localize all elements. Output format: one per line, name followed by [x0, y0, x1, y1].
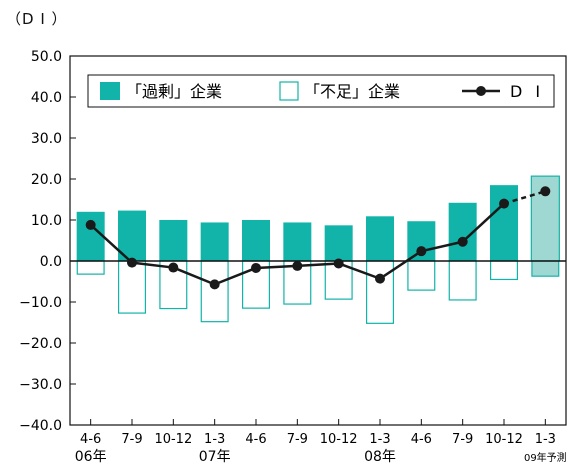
shortage-bar [448, 260, 477, 301]
y-tick-label: 50.0 [31, 49, 62, 65]
x-tick-label: 1-3 [535, 432, 556, 447]
legend-surplus-swatch [100, 82, 120, 100]
x-tick-label: 1-3 [204, 432, 225, 447]
x-year-label: 08年 [364, 449, 396, 465]
di-point [292, 260, 303, 271]
surplus-bar [490, 185, 518, 261]
surplus-bar [324, 225, 353, 261]
x-tick-label: 4-6 [411, 432, 432, 447]
di-point [499, 198, 509, 209]
y-tick-label: 40.0 [31, 90, 62, 106]
legend-surplus-label: 「過剰」企業 [126, 82, 222, 101]
y-tick-label: 30.0 [31, 131, 62, 147]
x-tick-label: 4-6 [80, 432, 101, 447]
y-tick-label: 10.0 [31, 213, 62, 229]
di-point [457, 236, 468, 247]
di-line-segment [172, 266, 216, 286]
x-year-label: 07年 [199, 449, 231, 465]
di-line-segment [131, 261, 174, 269]
x-tick-label: 10-12 [320, 432, 358, 447]
x-tick-label: 10-12 [485, 432, 523, 447]
surplus-bar [200, 222, 229, 261]
di-line-segment [338, 262, 381, 280]
surplus-bar [159, 220, 188, 261]
x-tick-label: 1-3 [369, 432, 390, 447]
di-line-segment [379, 250, 423, 280]
y-axis-unit-label: （D I ） [6, 10, 68, 28]
y-tick-label: 0.0 [40, 254, 62, 270]
shortage-bar [366, 260, 395, 324]
surplus-bar [283, 222, 312, 261]
di-point [209, 279, 220, 290]
shortage-bar [76, 260, 105, 275]
di-point [333, 258, 344, 269]
y-tick-label: 20.0 [31, 172, 62, 188]
di-line-segment [89, 223, 133, 264]
shortage-bar [407, 260, 436, 291]
x-tick-label: 7-9 [287, 432, 308, 447]
di-point [85, 219, 96, 230]
surplus-bar [76, 211, 105, 261]
x-tick-label: 10-12 [154, 432, 192, 447]
legend-shortage-swatch [279, 81, 299, 101]
y-tick-label: −40.0 [19, 418, 62, 434]
di-point [416, 246, 427, 257]
y-tick-label: −10.0 [19, 295, 62, 311]
legend-di-label: D I [510, 82, 544, 101]
plot-frame [69, 55, 567, 426]
surplus-bar [242, 220, 270, 261]
shortage-bar [490, 260, 519, 281]
y-tick-label: −20.0 [19, 336, 62, 352]
di-point [168, 262, 179, 273]
di-line-segment [421, 240, 463, 253]
surplus-bar [366, 216, 394, 261]
di-line-segment [214, 266, 257, 286]
di-point [375, 273, 385, 284]
di-line-segment [255, 264, 298, 270]
di-line-segment [297, 262, 339, 268]
di-point [127, 257, 137, 268]
di-point [251, 262, 261, 273]
x-tick-label: 7-9 [121, 432, 142, 447]
di-line-segment-forecast [503, 190, 546, 205]
x-year-label: 09年予測 [524, 451, 567, 464]
legend-shortage-label: 「不足」企業 [304, 82, 400, 101]
di-line-segment [461, 202, 505, 243]
y-tick-label: −30.0 [19, 377, 62, 393]
shortage-bar-forecast [531, 260, 560, 277]
x-tick-label: 7-9 [452, 432, 473, 447]
shortage-bar [117, 260, 146, 314]
di-point [540, 186, 551, 197]
legend-di-marker [476, 86, 486, 96]
x-year-label: 06年 [75, 449, 107, 465]
x-tick-label: 4-6 [245, 432, 266, 447]
shortage-bar [200, 260, 229, 323]
